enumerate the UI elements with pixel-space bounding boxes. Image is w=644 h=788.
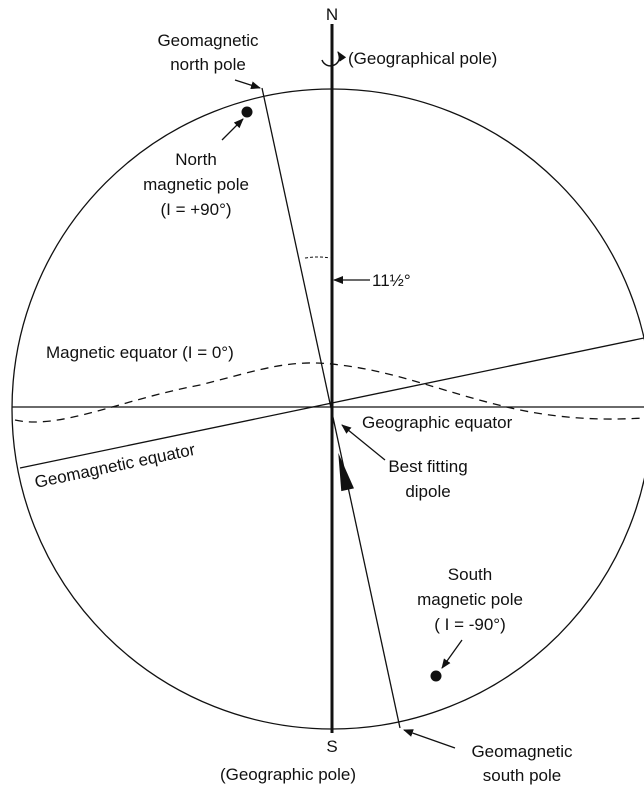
gm-north-arrow bbox=[234, 79, 261, 90]
gm-south-label: south pole bbox=[483, 766, 561, 785]
south-mp-label: ( I = -90°) bbox=[434, 615, 506, 634]
north-mp-label: magnetic pole bbox=[143, 175, 249, 194]
south-magnetic-pole-dot bbox=[430, 670, 442, 682]
north-mp-label: (I = +90°) bbox=[160, 200, 231, 219]
geo-pole-bottom-label: (Geographic pole) bbox=[220, 765, 356, 784]
rotation-arrow bbox=[321, 51, 347, 67]
gm-south-label: Geomagnetic bbox=[471, 742, 573, 761]
dipole-axis bbox=[261, 87, 401, 729]
gm-north-label: north pole bbox=[170, 55, 246, 74]
gm-south-arrow bbox=[403, 729, 456, 749]
dipole-label: Best fitting bbox=[388, 457, 467, 476]
angle-arc bbox=[304, 256, 331, 259]
south-mp-label: magnetic pole bbox=[417, 590, 523, 609]
north-label: N bbox=[326, 5, 338, 24]
gm-north-label: Geomagnetic bbox=[157, 31, 259, 50]
dipole-label-arrow bbox=[341, 424, 386, 461]
geo-pole-top-label: (Geographical pole) bbox=[348, 49, 497, 68]
dipole-arrow bbox=[338, 452, 354, 492]
angle-label: 11½° bbox=[372, 271, 411, 290]
magnetic-equator-label: Magnetic equator (I = 0°) bbox=[46, 343, 234, 362]
geographic-equator-label: Geographic equator bbox=[362, 413, 513, 432]
earth-circle bbox=[11, 88, 644, 730]
north-pole-arrow bbox=[221, 118, 244, 141]
north-mp-label: North bbox=[175, 150, 217, 169]
south-pole-arrow bbox=[441, 639, 463, 669]
south-mp-label: South bbox=[448, 565, 492, 584]
north-magnetic-pole-dot bbox=[241, 106, 253, 118]
magnetic-equator-line bbox=[14, 362, 644, 423]
dipole-label: dipole bbox=[405, 482, 450, 501]
south-label: S bbox=[326, 737, 337, 756]
